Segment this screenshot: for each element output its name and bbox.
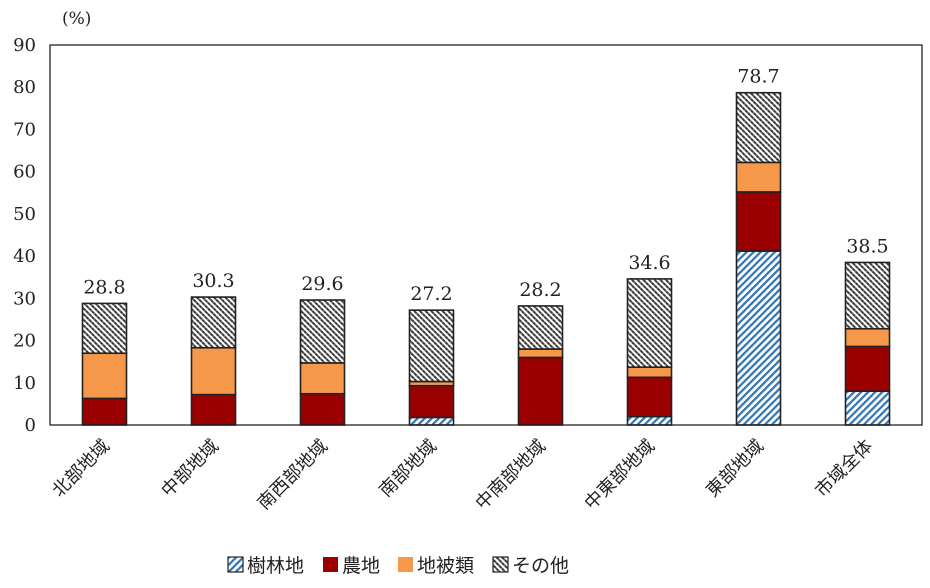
- x-category-label: 東部地域: [702, 436, 768, 502]
- x-category-label: 中東部地域: [581, 436, 659, 514]
- legend-label: その他: [512, 555, 569, 577]
- total-value-label: 28.8: [83, 276, 125, 298]
- y-tick-label: 10: [13, 373, 36, 394]
- bar-segment-農地: [626, 376, 673, 418]
- bar-segment-農地: [844, 345, 891, 393]
- x-category-label: 南西部地域: [254, 436, 332, 514]
- y-tick-label: 70: [13, 119, 36, 140]
- bar-segment-地被類: [517, 348, 564, 359]
- total-value-label: 27.2: [410, 283, 452, 305]
- x-axis-labels: 北部地域 中部地域 南西部地域 南部地域 中南部地域 中東部地域 東部地域 市域全体: [48, 436, 877, 514]
- legend-swatch: [398, 557, 413, 572]
- bar-segment-農地: [299, 392, 346, 426]
- y-tick-label: 40: [13, 246, 36, 267]
- bar-segment-農地: [517, 356, 564, 426]
- bar-segment-農地: [81, 397, 128, 426]
- legend-label: 農地: [342, 555, 380, 577]
- x-category-label: 市域全体: [811, 436, 877, 502]
- plot-frame: [49, 44, 923, 426]
- bar-segment-その他: [81, 302, 128, 355]
- bar-segment-その他: [299, 299, 346, 364]
- bars: [81, 91, 891, 426]
- total-value-label: 30.3: [192, 270, 234, 292]
- bar-segment-地被類: [190, 346, 237, 396]
- bar-segment-樹林地: [408, 416, 455, 426]
- legend-label: 地被類: [417, 555, 474, 577]
- bar-segment-その他: [844, 261, 891, 330]
- bar-segment-地被類: [81, 352, 128, 400]
- bar-segment-地被類: [626, 366, 673, 379]
- bar-segment-その他: [190, 296, 237, 349]
- total-value-label: 78.7: [737, 66, 779, 88]
- y-tick-label: 30: [13, 288, 36, 309]
- x-category-label: 南部地域: [375, 436, 441, 502]
- bar-segment-地被類: [735, 161, 782, 193]
- x-category-label: 中南部地域: [472, 436, 550, 514]
- legend-swatch: [492, 556, 509, 573]
- bar-segment-樹林地: [626, 415, 673, 426]
- y-tick-label: 80: [13, 77, 36, 98]
- y-tick-label: 0: [25, 415, 36, 436]
- total-value-label: 28.2: [519, 279, 561, 301]
- bar-segment-農地: [735, 191, 782, 252]
- legend-swatch: [227, 556, 244, 573]
- bar-segment-樹林地: [844, 390, 891, 426]
- bar-segment-農地: [190, 393, 237, 426]
- bar-segment-樹林地: [735, 250, 782, 426]
- legend-label: 樹林地: [247, 555, 304, 577]
- total-value-label: 38.5: [846, 235, 888, 257]
- bar-segment-その他: [735, 91, 782, 164]
- bar-segment-地被類: [844, 327, 891, 348]
- bar-segment-その他: [517, 305, 564, 350]
- total-value-label: 29.6: [301, 273, 343, 295]
- legend: 樹林地 農地 地被類 その他: [227, 555, 569, 577]
- y-axis-unit: (%): [62, 9, 91, 29]
- total-value-label: 34.6: [628, 252, 670, 274]
- x-category-label: 中部地域: [157, 436, 223, 502]
- y-tick-label: 60: [13, 162, 36, 183]
- bar-segment-その他: [408, 309, 455, 383]
- y-tick-label: 90: [13, 35, 36, 56]
- y-axis-ticks: 0 10 20 30 40 50 60 70 80 90: [13, 35, 36, 436]
- legend-swatch: [323, 557, 338, 572]
- bar-segment-その他: [626, 278, 673, 368]
- total-labels: 28.8 30.3 29.6 27.2 28.2 34.6 78.7 38.5: [83, 66, 888, 305]
- bar-segment-農地: [408, 384, 455, 419]
- bar-segment-地被類: [299, 362, 346, 395]
- y-tick-label: 20: [13, 331, 36, 352]
- x-category-label: 北部地域: [48, 436, 114, 502]
- y-tick-label: 50: [13, 204, 36, 225]
